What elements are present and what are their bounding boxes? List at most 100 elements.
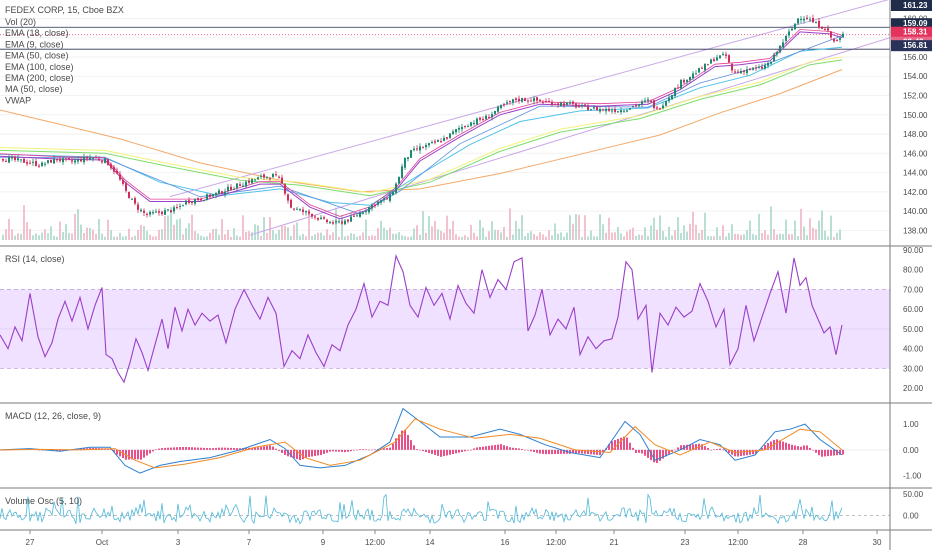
rsi-tick-label: 90.00 <box>903 246 924 255</box>
rsi-pane[interactable]: RSI (14, close) <box>0 253 890 384</box>
volume-bar <box>44 229 46 240</box>
candle-body <box>404 157 406 168</box>
volume-osc-pane[interactable]: Volume Osc (5, 10) <box>0 493 890 525</box>
candle-body <box>806 17 808 20</box>
macd-histogram-bar <box>287 449 289 457</box>
macd-histogram-bar <box>200 447 202 450</box>
volume-bar <box>194 230 196 240</box>
channel-line[interactable] <box>169 0 890 198</box>
macd-histogram-bar <box>344 449 346 453</box>
indicator-label[interactable]: Vol (20) <box>5 17 36 27</box>
macd-histogram-bar <box>284 449 286 455</box>
macd-histogram-bar <box>794 445 796 450</box>
macd-histogram-bar <box>212 448 214 450</box>
macd-histogram-bar <box>659 449 661 461</box>
candle-body <box>80 159 82 162</box>
macd-histogram-bar <box>779 440 781 450</box>
macd-histogram-bar <box>179 447 181 450</box>
candle-body <box>809 19 811 21</box>
volume-bar <box>530 231 532 240</box>
price-tick-label: 152.00 <box>903 92 928 101</box>
time-axis[interactable]: 27 Oct 3 7 9 12:00 14 16 12:00 21 23 12:00 28 30 <box>26 530 882 547</box>
volume-bar <box>65 224 67 240</box>
macd-histogram-bar <box>206 448 208 450</box>
candle-body <box>35 161 37 166</box>
volume-bar <box>500 232 502 240</box>
indicator-label[interactable]: MA (50, close) <box>5 84 63 94</box>
indicator-label[interactable]: EMA (18, close) <box>5 28 69 38</box>
volume-bar <box>146 231 148 240</box>
symbol-title[interactable]: FEDEX CORP, 15, Cboe BZX <box>5 5 124 15</box>
indicator-label[interactable]: EMA (200, close) <box>5 73 74 83</box>
volume-bar <box>458 236 460 240</box>
volume-bar <box>386 230 388 240</box>
candle-body <box>656 107 658 109</box>
candle-body <box>11 157 13 159</box>
volume-bar <box>626 231 628 240</box>
volume-bar <box>239 236 241 240</box>
volume-bar <box>806 235 808 240</box>
candle-body <box>329 221 331 224</box>
macd-title[interactable]: MACD (12, 26, close, 9) <box>5 411 101 421</box>
volume-bar <box>293 224 295 240</box>
candle-body <box>443 137 445 141</box>
volume-bar <box>752 234 754 240</box>
indicator-label[interactable]: EMA (50, close) <box>5 51 69 61</box>
candle-body <box>77 159 79 162</box>
candle-body <box>617 111 619 113</box>
price-axis[interactable]: 160.00158.00156.00154.00152.00150.00148.… <box>903 14 928 520</box>
volume-bar <box>608 217 610 240</box>
macd-histogram-bar <box>317 449 319 456</box>
indicator-label[interactable]: EMA (9, close) <box>5 39 64 49</box>
macd-histogram-bar <box>620 437 622 450</box>
volume-osc-title[interactable]: Volume Osc (5, 10) <box>5 496 82 506</box>
macd-histogram-bar <box>599 449 601 456</box>
candle-body <box>581 105 583 107</box>
volume-osc-line <box>0 493 843 525</box>
candle-body <box>719 55 721 59</box>
volume-bar <box>686 231 688 240</box>
horizontal-levels[interactable] <box>0 26 890 50</box>
volume-bar <box>314 234 316 240</box>
indicator-label[interactable]: VWAP <box>5 95 31 105</box>
macd-histogram-bar <box>548 449 550 455</box>
volume-bar <box>5 229 7 240</box>
macd-histogram-bar <box>611 441 613 450</box>
rsi-title[interactable]: RSI (14, close) <box>5 254 65 264</box>
macd-histogram-bar <box>314 449 316 456</box>
legend[interactable]: FEDEX CORP, 15, Cboe BZX Vol (20)EMA (18… <box>5 5 124 105</box>
macd-histogram-bar <box>557 449 559 454</box>
volume-bar <box>728 232 730 240</box>
indicator-label[interactable]: EMA (100, close) <box>5 62 74 72</box>
trend-channel[interactable] <box>169 0 891 236</box>
candle-body <box>683 80 685 83</box>
volume-bar <box>380 220 382 240</box>
volume-bar <box>338 236 340 240</box>
price-pane[interactable]: FEDEX CORP, 15, Cboe BZX Vol (20)EMA (18… <box>0 0 891 246</box>
candle-body <box>659 108 661 110</box>
candle-body <box>710 59 712 64</box>
volume-bar <box>206 236 208 240</box>
volume-bar <box>449 229 451 240</box>
indicator-list[interactable]: Vol (20)EMA (18, close)EMA (9, close) EMA… <box>5 17 74 105</box>
macd-pane[interactable]: MACD (12, 26, close, 9) <box>0 407 890 474</box>
volume-bar <box>524 236 526 240</box>
macd-histogram-bar <box>818 449 820 456</box>
macd-histogram-bar <box>680 445 682 450</box>
volume-bar <box>455 234 457 240</box>
volume-bar <box>785 219 787 240</box>
candle-body <box>212 194 214 197</box>
candle-body <box>281 177 283 184</box>
volume-bar <box>410 236 412 240</box>
volume-bar <box>290 235 292 240</box>
candle-body <box>17 158 19 161</box>
macd-histogram-bar <box>656 449 658 464</box>
volume-bar <box>833 236 835 240</box>
macd-histogram-bar <box>233 447 235 450</box>
macd-histogram-bar <box>521 448 523 450</box>
candle-body <box>413 148 415 151</box>
candle-body <box>458 127 460 130</box>
channel-line[interactable] <box>249 37 891 236</box>
